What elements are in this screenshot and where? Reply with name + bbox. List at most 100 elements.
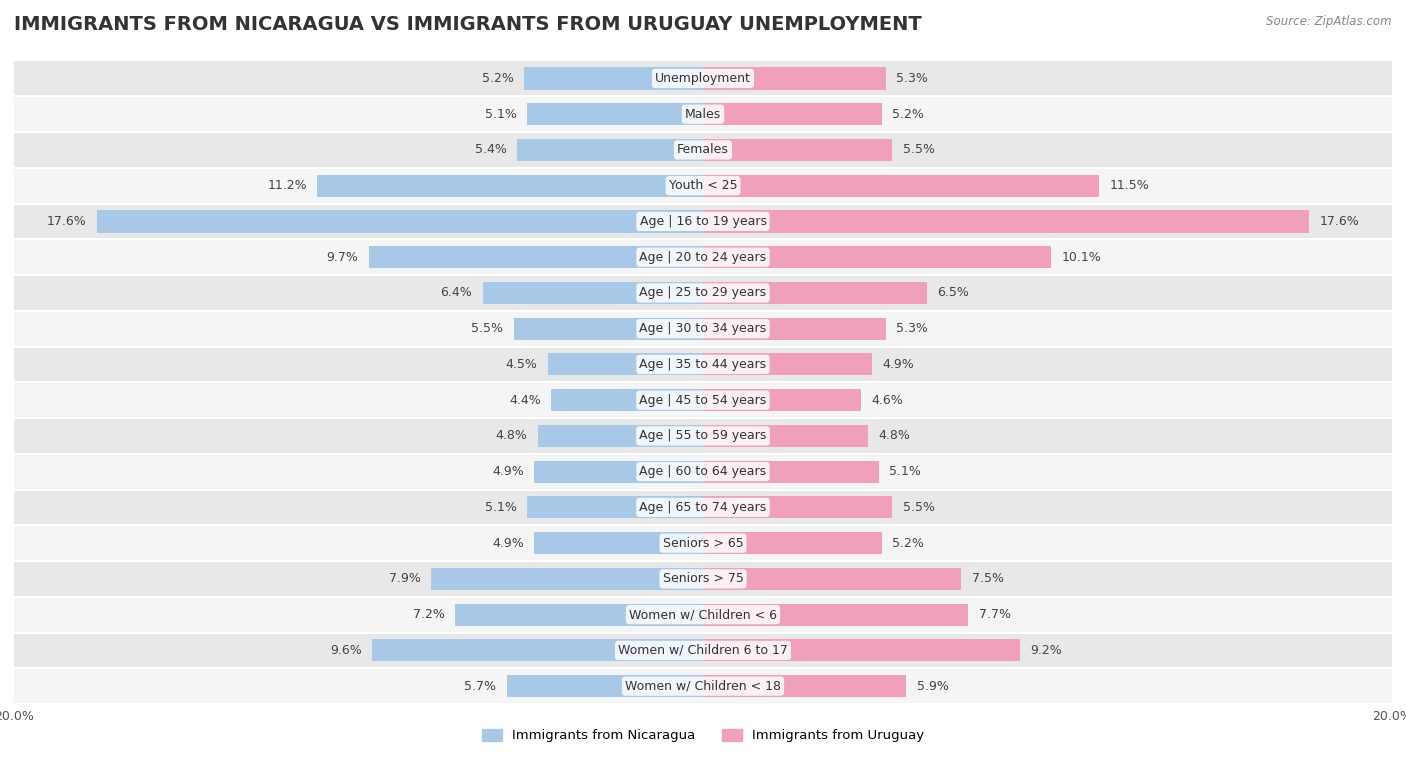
Text: Age | 16 to 19 years: Age | 16 to 19 years [640,215,766,228]
Text: 4.8%: 4.8% [495,429,527,442]
Text: 4.9%: 4.9% [882,358,914,371]
Bar [703,675,907,697]
Text: 5.3%: 5.3% [896,72,928,85]
Bar [14,561,1392,597]
Bar [14,668,1392,704]
Bar [534,460,703,483]
Bar [14,96,1392,132]
Text: 4.6%: 4.6% [872,394,904,407]
Text: 11.2%: 11.2% [267,179,307,192]
Text: 5.4%: 5.4% [475,143,506,157]
Bar [14,61,1392,96]
Text: Females: Females [678,143,728,157]
Bar [430,568,703,590]
Text: 9.2%: 9.2% [1031,644,1062,657]
Text: Age | 45 to 54 years: Age | 45 to 54 years [640,394,766,407]
Text: 5.2%: 5.2% [893,537,924,550]
Text: 5.1%: 5.1% [889,465,921,478]
Bar [14,275,1392,311]
Bar [703,67,886,89]
Text: Seniors > 65: Seniors > 65 [662,537,744,550]
Text: Age | 60 to 64 years: Age | 60 to 64 years [640,465,766,478]
Text: Age | 25 to 29 years: Age | 25 to 29 years [640,286,766,300]
Bar [703,139,893,161]
Bar [703,425,869,447]
Bar [14,239,1392,275]
Text: 17.6%: 17.6% [1320,215,1360,228]
Bar [456,603,703,626]
Text: Age | 55 to 59 years: Age | 55 to 59 years [640,429,766,442]
Text: 5.9%: 5.9% [917,680,949,693]
Bar [14,382,1392,418]
Text: 5.1%: 5.1% [485,107,517,120]
Text: 5.5%: 5.5% [903,143,935,157]
Bar [373,640,703,662]
Text: 10.1%: 10.1% [1062,251,1101,263]
Text: Source: ZipAtlas.com: Source: ZipAtlas.com [1267,15,1392,28]
Bar [513,318,703,340]
Bar [548,354,703,375]
Text: Males: Males [685,107,721,120]
Text: 9.6%: 9.6% [330,644,361,657]
Text: 5.5%: 5.5% [471,322,503,335]
Text: Youth < 25: Youth < 25 [669,179,737,192]
Bar [703,603,969,626]
Text: 11.5%: 11.5% [1109,179,1149,192]
Text: 5.7%: 5.7% [464,680,496,693]
Bar [703,568,962,590]
Bar [527,103,703,125]
Bar [14,311,1392,347]
Text: IMMIGRANTS FROM NICARAGUA VS IMMIGRANTS FROM URUGUAY UNEMPLOYMENT: IMMIGRANTS FROM NICARAGUA VS IMMIGRANTS … [14,15,922,34]
Text: Age | 35 to 44 years: Age | 35 to 44 years [640,358,766,371]
Text: Age | 30 to 34 years: Age | 30 to 34 years [640,322,766,335]
Bar [537,425,703,447]
Text: 4.9%: 4.9% [492,465,524,478]
Text: 5.3%: 5.3% [896,322,928,335]
Bar [703,103,882,125]
Text: 5.2%: 5.2% [893,107,924,120]
Text: Women w/ Children 6 to 17: Women w/ Children 6 to 17 [619,644,787,657]
Text: Age | 65 to 74 years: Age | 65 to 74 years [640,501,766,514]
Bar [14,597,1392,633]
Bar [517,139,703,161]
Bar [703,246,1050,268]
Text: 6.4%: 6.4% [440,286,472,300]
Bar [14,204,1392,239]
Text: 9.7%: 9.7% [326,251,359,263]
Bar [506,675,703,697]
Text: Unemployment: Unemployment [655,72,751,85]
Text: Age | 20 to 24 years: Age | 20 to 24 years [640,251,766,263]
Text: 7.7%: 7.7% [979,608,1011,621]
Bar [527,497,703,519]
Legend: Immigrants from Nicaragua, Immigrants from Uruguay: Immigrants from Nicaragua, Immigrants fr… [482,729,924,743]
Text: 5.5%: 5.5% [903,501,935,514]
Bar [703,175,1099,197]
Bar [318,175,703,197]
Bar [524,67,703,89]
Text: 7.9%: 7.9% [388,572,420,585]
Bar [14,418,1392,453]
Text: 6.5%: 6.5% [938,286,969,300]
Bar [703,354,872,375]
Bar [703,389,862,411]
Text: Seniors > 75: Seniors > 75 [662,572,744,585]
Text: Women w/ Children < 6: Women w/ Children < 6 [628,608,778,621]
Bar [703,210,1309,232]
Text: 7.5%: 7.5% [972,572,1004,585]
Bar [368,246,703,268]
Bar [703,282,927,304]
Bar [14,490,1392,525]
Bar [703,318,886,340]
Text: 7.2%: 7.2% [413,608,444,621]
Bar [703,460,879,483]
Bar [97,210,703,232]
Text: 17.6%: 17.6% [46,215,86,228]
Bar [482,282,703,304]
Text: 5.2%: 5.2% [482,72,513,85]
Text: 5.1%: 5.1% [485,501,517,514]
Text: 4.4%: 4.4% [509,394,541,407]
Bar [703,497,893,519]
Bar [14,132,1392,168]
Bar [14,168,1392,204]
Bar [14,453,1392,490]
